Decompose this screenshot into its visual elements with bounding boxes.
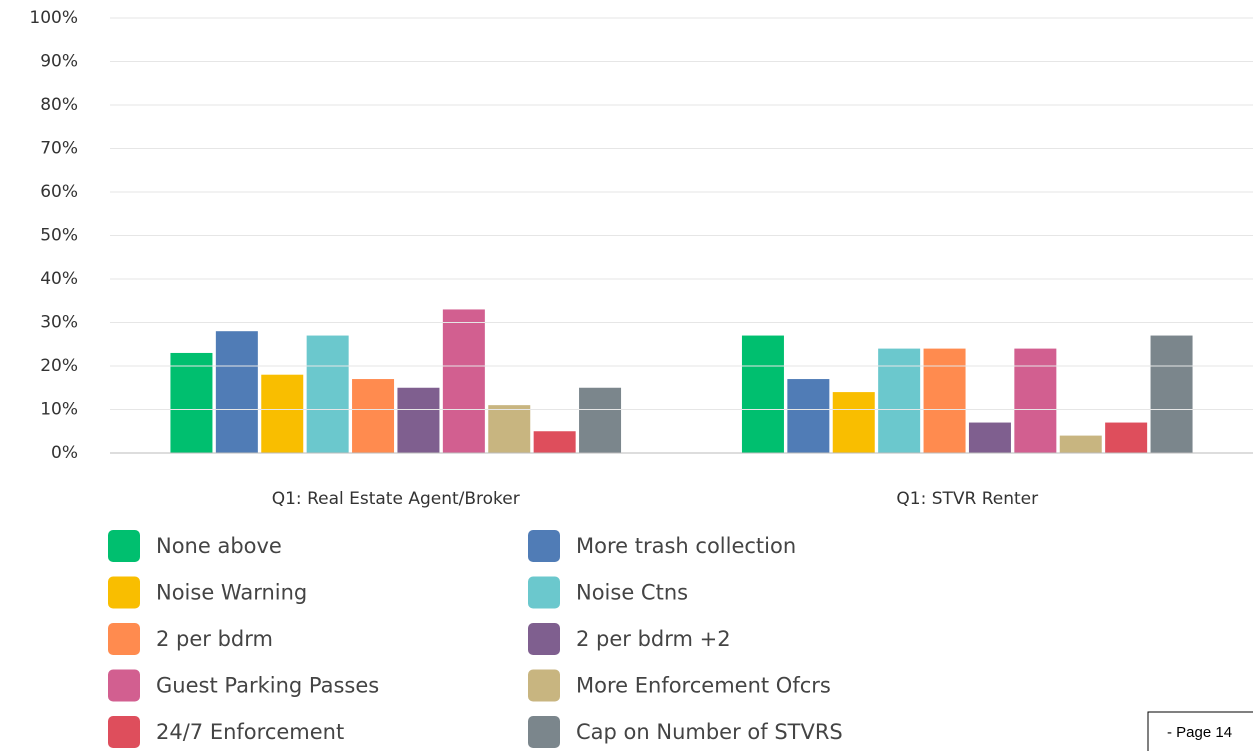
bar bbox=[170, 352, 213, 453]
y-tick-label: 70% bbox=[40, 139, 78, 159]
legend-label: Noise Warning bbox=[156, 581, 307, 605]
legend-label: 2 per bdrm bbox=[156, 627, 273, 651]
y-tick-label: 100% bbox=[29, 8, 78, 28]
page-label: - Page 14 bbox=[1167, 724, 1232, 741]
bar bbox=[442, 309, 485, 453]
legend-swatch bbox=[108, 716, 140, 748]
legend-swatch bbox=[528, 530, 560, 562]
legend-label: More Enforcement Ofcrs bbox=[576, 674, 831, 698]
y-tick-label: 0% bbox=[51, 443, 78, 463]
bar bbox=[1059, 435, 1102, 453]
x-tick-label: Q1: Real Estate Agent/Broker bbox=[272, 489, 520, 509]
y-tick-label: 80% bbox=[40, 95, 78, 115]
bar bbox=[397, 387, 440, 453]
y-tick-label: 50% bbox=[40, 226, 78, 246]
y-tick-label: 10% bbox=[40, 400, 78, 420]
legend-swatch bbox=[528, 669, 560, 702]
legend-swatch bbox=[528, 716, 560, 748]
legend-swatch bbox=[528, 576, 560, 609]
bar bbox=[488, 405, 531, 453]
legend-label: None above bbox=[156, 534, 282, 558]
bar bbox=[1105, 422, 1148, 453]
bar bbox=[533, 431, 576, 453]
legend-label: Cap on Number of STVRS bbox=[576, 720, 843, 744]
legend-swatch bbox=[528, 623, 560, 655]
y-tick-label: 60% bbox=[40, 182, 78, 202]
bar bbox=[1014, 348, 1057, 453]
legend-label: Noise Ctns bbox=[576, 581, 688, 605]
x-tick-label: Q1: STVR Renter bbox=[896, 489, 1038, 509]
legend-label: 24/7 Enforcement bbox=[156, 720, 344, 744]
y-tick-label: 20% bbox=[40, 356, 78, 376]
bar bbox=[832, 392, 875, 453]
bar bbox=[968, 422, 1011, 453]
bar bbox=[306, 335, 349, 453]
legend-label: 2 per bdrm +2 bbox=[576, 627, 731, 651]
legend-swatch bbox=[108, 530, 140, 562]
legend-swatch bbox=[108, 669, 140, 702]
legend-swatch bbox=[108, 623, 140, 655]
bar bbox=[352, 379, 395, 453]
legend-label: More trash collection bbox=[576, 534, 796, 558]
bar bbox=[215, 331, 258, 453]
bar bbox=[741, 335, 784, 453]
bar bbox=[923, 348, 966, 453]
legend-label: Guest Parking Passes bbox=[156, 674, 379, 698]
bar bbox=[261, 374, 304, 453]
y-tick-label: 30% bbox=[40, 313, 78, 333]
y-tick-label: 90% bbox=[40, 52, 78, 72]
bar bbox=[878, 348, 921, 453]
bar bbox=[787, 379, 830, 453]
bar bbox=[1150, 335, 1193, 453]
page-box bbox=[1147, 711, 1253, 751]
bar bbox=[579, 387, 622, 453]
legend-swatch bbox=[108, 576, 140, 609]
y-tick-label: 40% bbox=[40, 269, 78, 289]
